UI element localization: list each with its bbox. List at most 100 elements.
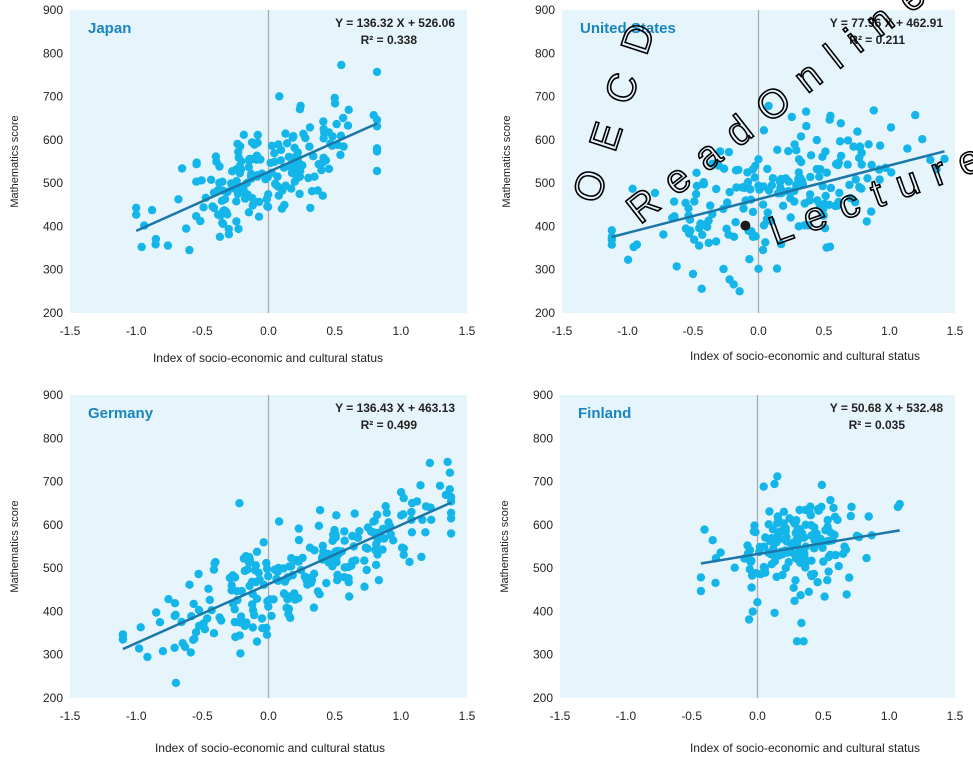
data-point bbox=[421, 502, 431, 511]
data-point bbox=[725, 187, 734, 197]
data-point bbox=[372, 166, 382, 176]
trend-line bbox=[700, 529, 900, 565]
data-point bbox=[257, 614, 267, 623]
y-tick-label: 900 bbox=[535, 3, 555, 17]
data-point bbox=[254, 197, 264, 207]
data-point bbox=[262, 623, 271, 632]
data-point bbox=[232, 587, 242, 596]
data-point bbox=[209, 565, 219, 574]
data-point bbox=[194, 605, 204, 615]
chart-panel-japan: 200 300 400 500 600 700 800 900 -1.5 -1.0 -0.5 0.0 0… bbox=[9, 3, 476, 365]
data-point bbox=[875, 175, 884, 184]
data-point bbox=[230, 573, 240, 582]
x-tick-label: -1.5 bbox=[552, 324, 573, 338]
y-tick-label: 500 bbox=[533, 561, 553, 575]
data-point bbox=[847, 502, 856, 511]
data-point bbox=[152, 608, 161, 617]
data-point bbox=[763, 164, 772, 174]
data-point bbox=[344, 562, 353, 572]
data-point bbox=[770, 557, 780, 566]
data-point bbox=[206, 175, 216, 184]
data-point bbox=[689, 235, 699, 244]
data-point bbox=[296, 101, 305, 111]
data-point bbox=[336, 150, 345, 160]
data-point bbox=[345, 592, 354, 601]
data-point bbox=[147, 205, 157, 215]
data-point bbox=[773, 145, 782, 154]
data-point bbox=[750, 521, 759, 530]
data-point bbox=[820, 199, 829, 209]
data-point bbox=[360, 556, 369, 565]
data-point bbox=[227, 581, 236, 590]
data-point bbox=[826, 550, 835, 560]
data-point bbox=[218, 218, 227, 228]
data-point bbox=[239, 130, 248, 139]
data-point bbox=[332, 558, 341, 567]
data-point bbox=[405, 557, 414, 567]
data-point bbox=[252, 547, 262, 556]
x-tick-label: 0.0 bbox=[260, 324, 277, 338]
data-point bbox=[321, 156, 331, 165]
data-point bbox=[790, 140, 799, 149]
y-axis-title: Mathematics score bbox=[9, 500, 21, 592]
data-point bbox=[282, 139, 292, 148]
data-point bbox=[285, 592, 294, 601]
data-point bbox=[818, 152, 827, 161]
data-point bbox=[823, 515, 832, 525]
data-point bbox=[730, 563, 739, 572]
trend-line bbox=[122, 501, 452, 651]
data-point bbox=[421, 528, 430, 537]
data-point bbox=[381, 502, 390, 511]
data-point bbox=[801, 505, 810, 515]
data-point bbox=[794, 174, 803, 184]
data-point bbox=[247, 169, 256, 179]
data-point bbox=[155, 618, 165, 627]
data-point bbox=[926, 155, 935, 165]
data-point bbox=[294, 557, 303, 566]
data-point bbox=[445, 485, 454, 494]
data-point bbox=[164, 595, 173, 604]
x-tick-label: -0.5 bbox=[681, 709, 702, 723]
x-tick-label: -0.5 bbox=[192, 709, 213, 723]
data-point bbox=[862, 553, 871, 563]
data-point bbox=[819, 557, 828, 566]
country-label: Japan bbox=[88, 20, 131, 37]
data-point bbox=[310, 546, 319, 555]
data-point bbox=[887, 168, 896, 177]
data-point bbox=[779, 507, 789, 516]
data-point bbox=[309, 569, 319, 578]
data-point bbox=[762, 215, 772, 224]
data-point bbox=[846, 511, 855, 521]
data-point bbox=[785, 514, 794, 523]
y-tick-label: 800 bbox=[43, 46, 63, 60]
data-point bbox=[797, 529, 807, 538]
data-point bbox=[233, 189, 243, 199]
data-point bbox=[255, 575, 264, 584]
data-point bbox=[843, 136, 853, 145]
x-tick-label: -0.5 bbox=[683, 324, 704, 338]
data-point bbox=[232, 217, 241, 226]
data-point bbox=[199, 203, 208, 212]
data-point bbox=[189, 599, 198, 609]
data-point bbox=[343, 121, 353, 130]
data-point bbox=[807, 531, 816, 540]
data-point bbox=[361, 543, 370, 552]
data-point bbox=[681, 224, 691, 233]
data-point bbox=[895, 499, 904, 509]
data-point bbox=[295, 166, 305, 176]
data-point bbox=[245, 558, 254, 568]
data-point bbox=[817, 502, 826, 511]
y-tick-label: 800 bbox=[43, 431, 63, 445]
x-tick-label: -1.0 bbox=[126, 324, 147, 338]
data-point bbox=[287, 554, 296, 563]
y-tick-label: 600 bbox=[43, 133, 63, 147]
data-point bbox=[273, 182, 282, 191]
data-point bbox=[263, 202, 272, 211]
data-point bbox=[189, 635, 198, 644]
y-tick-label: 200 bbox=[535, 306, 555, 320]
y-tick-label: 900 bbox=[43, 3, 63, 17]
y-tick-label: 500 bbox=[43, 176, 63, 190]
data-point bbox=[192, 160, 201, 169]
data-point bbox=[745, 565, 754, 574]
data-point bbox=[118, 630, 128, 639]
